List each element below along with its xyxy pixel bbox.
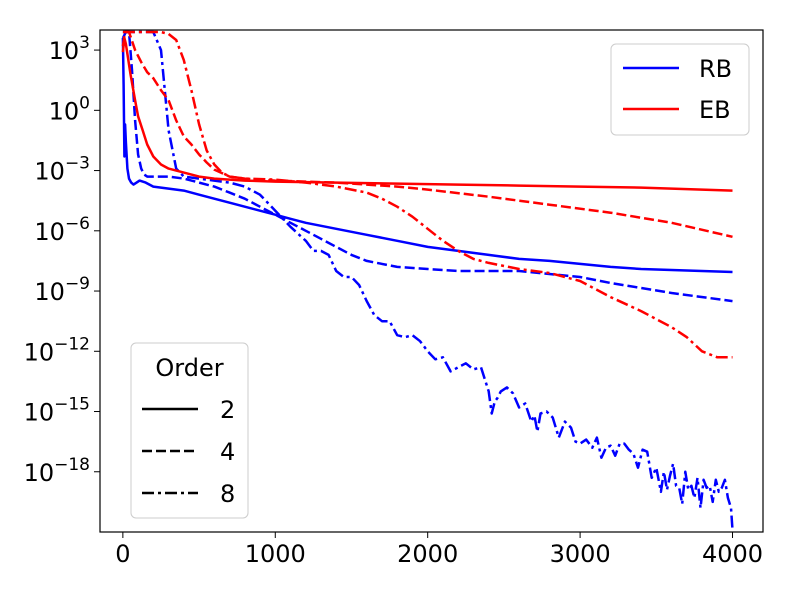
x-tick-label: 2000 [397, 540, 458, 568]
x-tick-label: 4000 [702, 540, 763, 568]
y-tick-base: 10 [49, 97, 80, 125]
y-tick-label: 103 [49, 33, 90, 65]
y-tick-label: 100 [49, 93, 90, 125]
y-tick-label: 10−9 [34, 274, 90, 306]
y-tick-exponent: −15 [54, 395, 90, 415]
y-tick-base: 10 [34, 158, 65, 186]
x-tick-label: 3000 [550, 540, 611, 568]
y-tick-base: 10 [24, 399, 55, 427]
y-tick-exponent: −9 [65, 274, 90, 294]
y-tick-base: 10 [34, 218, 65, 246]
legend-label-eb: EB [699, 96, 731, 124]
order-legend [130, 342, 249, 519]
y-tick-label: 10−12 [24, 334, 90, 366]
y-tick-exponent: 3 [79, 33, 90, 53]
y-tick-label: 10−18 [24, 455, 90, 487]
legend-layer: RB EB Order 2 4 8 [130, 43, 750, 519]
series-line-rb-order-2 [121, 37, 733, 274]
order-legend-title: Order [155, 354, 223, 382]
y-tick-exponent: −12 [54, 334, 90, 354]
series-layer [121, 30, 734, 531]
y-tick-label: 10−3 [34, 154, 90, 186]
y-tick-base: 10 [34, 278, 65, 306]
y-tick-exponent: −18 [54, 455, 90, 475]
y-tick-label: 10−15 [24, 395, 90, 427]
y-tick-base: 10 [24, 338, 55, 366]
y-tick-base: 10 [49, 37, 80, 65]
y-tick-exponent: 0 [79, 93, 90, 113]
x-tick-label: 0 [115, 540, 130, 568]
legend-label-order-2: 2 [220, 396, 235, 424]
series-line-eb-order-8 [122, 30, 733, 359]
series-line-rb-order-8 [122, 30, 734, 531]
legend-label-rb: RB [699, 55, 732, 83]
y-tick-base: 10 [24, 459, 55, 487]
x-tick-label: 1000 [245, 540, 306, 568]
legend-label-order-8: 8 [220, 480, 235, 508]
series-line-rb-order-4 [121, 30, 733, 303]
y-tick-exponent: −3 [65, 154, 90, 174]
y-tick-label: 10−6 [34, 214, 90, 246]
y-tick-exponent: −6 [65, 214, 90, 234]
series-line-eb-order-4 [121, 30, 733, 239]
plot-frame [99, 29, 764, 533]
series-line-eb-order-2 [121, 36, 733, 192]
axis-layer: 0 1000 2000 3000 400010310010−310−610−910−12… [24, 33, 763, 568]
legend-label-order-4: 4 [220, 438, 235, 466]
